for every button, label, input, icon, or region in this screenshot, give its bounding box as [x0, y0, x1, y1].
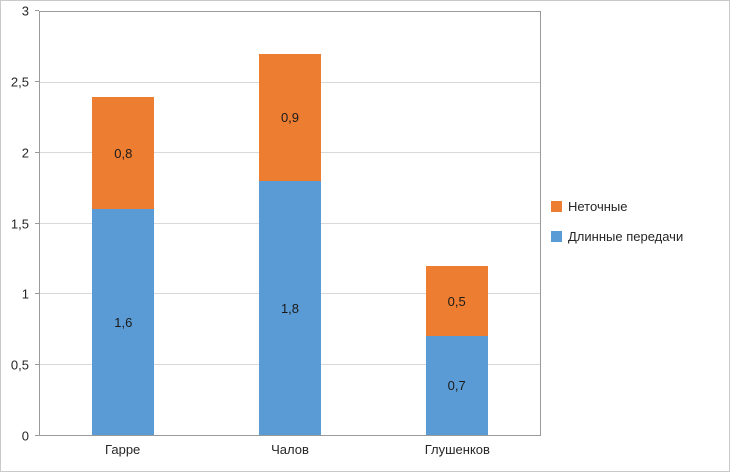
y-tick-label: 2,5 — [10, 74, 29, 90]
y-tick-mark — [35, 151, 39, 153]
x-category-label: Чалов — [271, 442, 309, 457]
y-tick-mark — [35, 364, 39, 366]
y-tick-mark — [35, 80, 39, 82]
y-axis: 0 0,5 1 1,5 2 2,5 3 — [1, 4, 39, 444]
y-tick-mark — [35, 10, 39, 11]
bar-segment: 0,8 — [92, 96, 155, 210]
y-tick-label: 3 — [21, 3, 29, 19]
legend-item: Неточные — [551, 199, 683, 214]
bar-segment: 0,7 — [425, 336, 488, 435]
plot-area: 1,6 0,8 1,8 0,9 0,7 0,5 — [39, 11, 541, 436]
bar-1: 1,6 0,8 — [92, 12, 155, 435]
bar-segment: 0,5 — [425, 265, 488, 337]
data-label: 0,5 — [447, 293, 466, 309]
bar-2: 1,8 0,9 — [259, 12, 321, 435]
y-tick-label: 2 — [21, 145, 29, 161]
data-label: 1,6 — [114, 314, 133, 330]
y-tick-mark — [35, 222, 39, 224]
bar-segment: 0,9 — [259, 54, 321, 182]
legend-item: Длинные передачи — [551, 229, 683, 244]
bar-slot: 0,7 0,5 — [373, 12, 540, 435]
data-label: 0,8 — [114, 145, 133, 161]
x-axis: Гарре Чалов Глушенков — [39, 442, 541, 457]
y-tick-mark — [35, 293, 39, 295]
bar-segment: 1,6 — [92, 209, 155, 435]
y-tick-label: 1 — [21, 286, 29, 302]
data-label: 0,9 — [280, 110, 300, 126]
data-label: 0,7 — [447, 378, 466, 394]
data-label: 1,8 — [280, 300, 300, 316]
x-category-label: Гарре — [105, 442, 141, 457]
legend-swatch — [551, 231, 562, 242]
legend-swatch — [551, 201, 562, 212]
legend: Неточные Длинные передачи — [551, 199, 683, 244]
y-tick-label: 1,5 — [10, 216, 29, 231]
legend-label: Длинные передачи — [568, 229, 684, 244]
bar-slot: 1,8 0,9 — [207, 12, 374, 435]
x-category-label: Глушенков — [424, 442, 490, 457]
y-tick-mark — [35, 435, 39, 436]
bar-3: 0,7 0,5 — [425, 12, 488, 435]
legend-label: Неточные — [568, 199, 628, 214]
y-tick-label: 0 — [21, 428, 29, 444]
bar-segment: 1,8 — [259, 181, 321, 435]
y-tick-label: 0,5 — [10, 357, 29, 373]
bar-slot: 1,6 0,8 — [40, 12, 207, 435]
